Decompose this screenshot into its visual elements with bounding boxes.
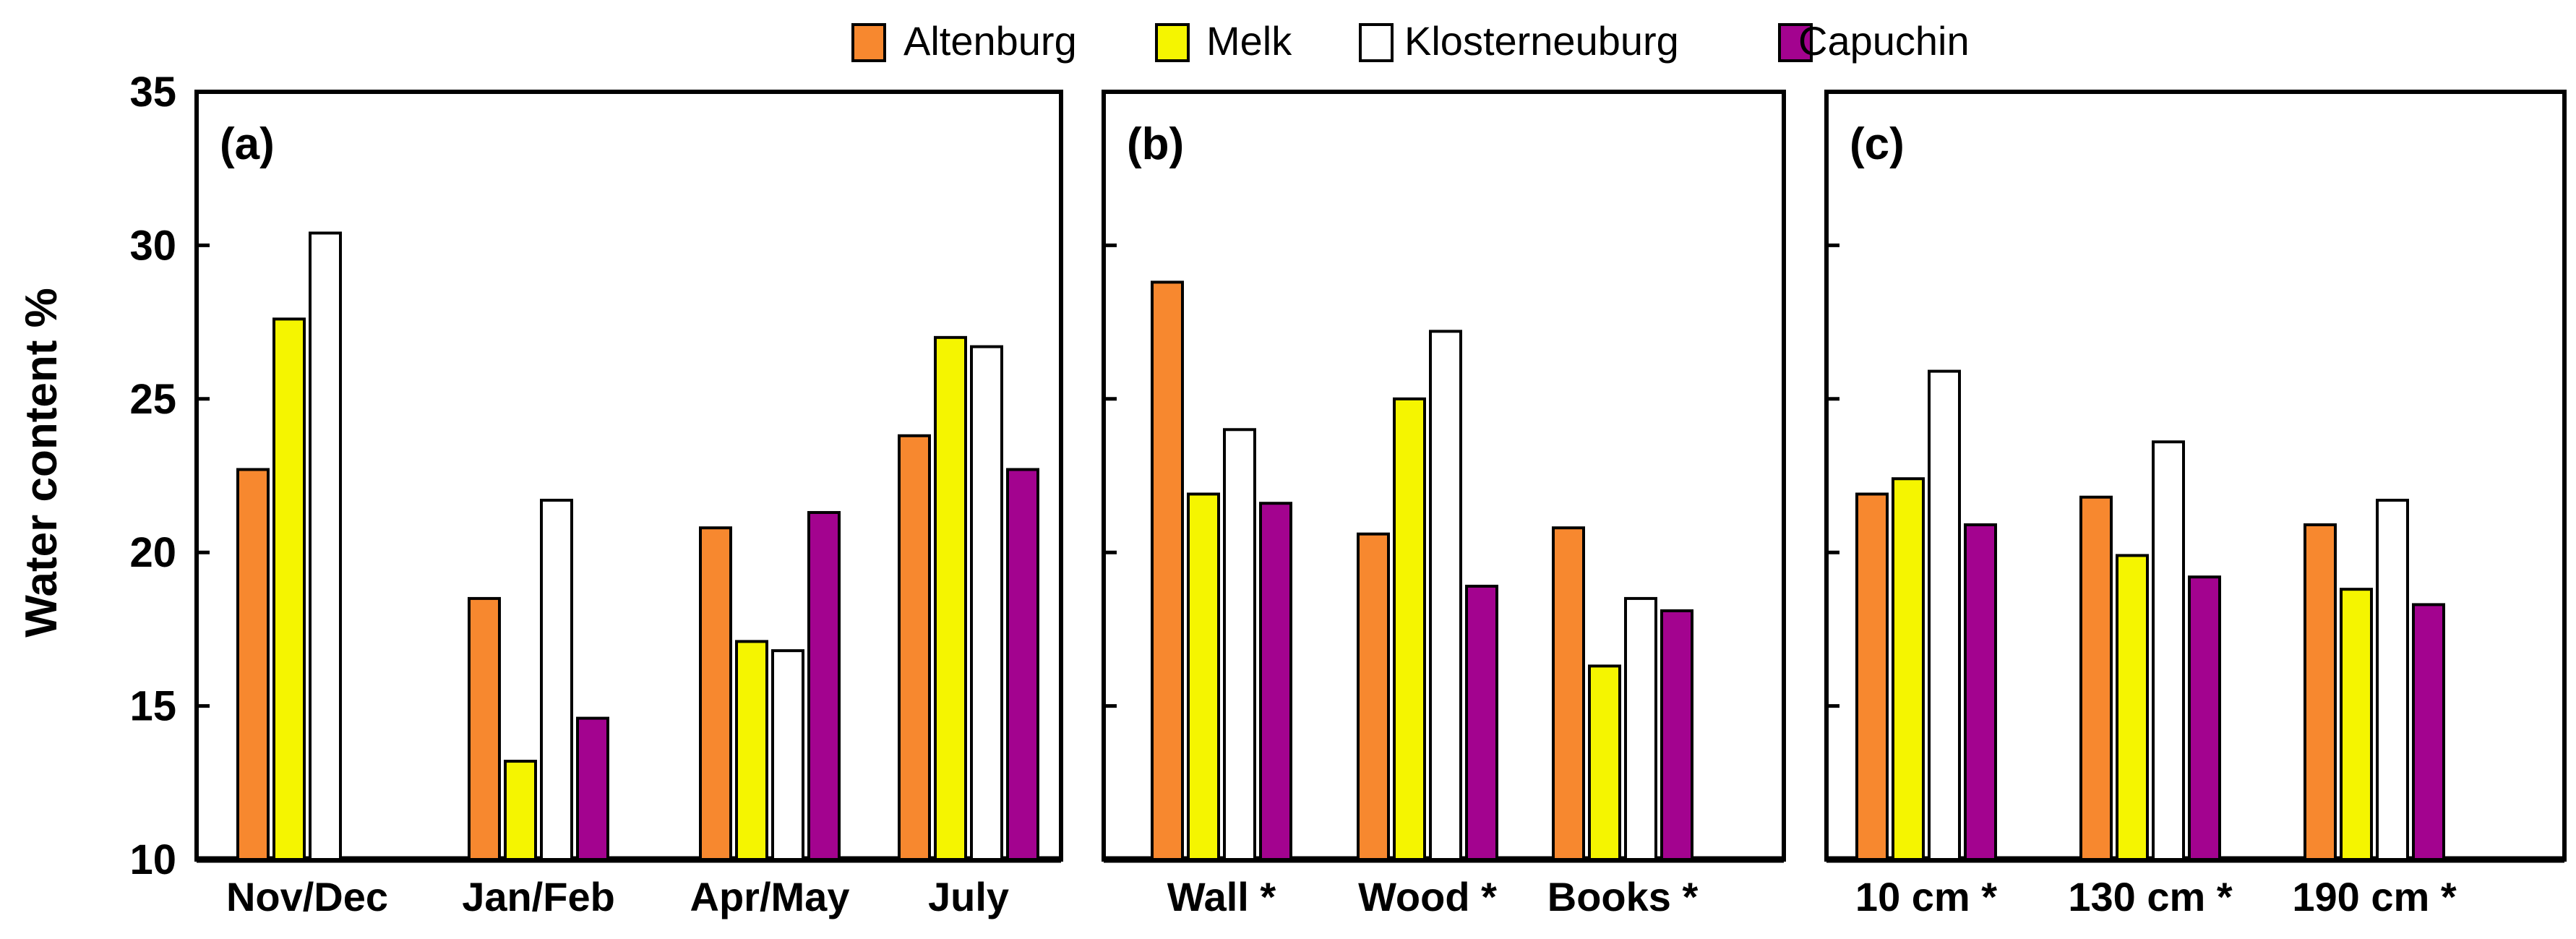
category-label-jan-feb: Jan/Feb (462, 874, 615, 919)
bar-altenburg-wall (1151, 280, 1184, 862)
legend-swatch-melk (1155, 23, 1190, 62)
category-label-apr-may: Apr/May (690, 874, 850, 919)
category-label-july: July (928, 874, 1009, 919)
panels: 10 15 20 25 30 35 (a) Nov/Dec Jan/Feb Apr/May July… (129, 69, 2567, 919)
bar-capuchin-books (1660, 609, 1693, 861)
bar-klosterneuburg-july (970, 345, 1003, 862)
bar-klosterneuburg-wood (1429, 330, 1462, 861)
bar-altenburg-nov-dec (236, 468, 270, 861)
category-label-190-cm: 190 cm * (2292, 874, 2456, 919)
bar-altenburg-wood (1357, 532, 1390, 861)
bar-capuchin-190-cm (2412, 603, 2445, 862)
bar-capuchin-130-cm (2188, 575, 2221, 862)
bar-altenburg-books (1552, 526, 1585, 861)
bar-capuchin-apr-may (807, 510, 841, 861)
bar-klosterneuburg-wall (1223, 428, 1256, 861)
bar-altenburg-130-cm (2079, 495, 2113, 862)
bar-altenburg-july (898, 434, 931, 861)
category-label-books: Books * (1547, 874, 1699, 919)
legend-swatch-capuchin (1778, 23, 1813, 62)
bar-melk-130-cm (2116, 554, 2149, 861)
category-label-nov-dec: Nov/Dec (226, 874, 388, 919)
bar-melk-190-cm (2340, 588, 2373, 862)
legend: Altenburg Melk Klosterneuburg Capuchin (851, 18, 1970, 64)
bar-klosterneuburg-books (1624, 596, 1657, 861)
legend-swatch-altenburg (851, 23, 886, 62)
bar-klosterneuburg-jan-feb (540, 498, 573, 861)
bar-klosterneuburg-10-cm (1928, 369, 1961, 861)
bar-klosterneuburg-apr-may (771, 649, 804, 861)
legend-label-melk: Melk (1206, 18, 1292, 64)
bar-altenburg-10-cm (1855, 492, 1889, 861)
y-tick-label: 20 (129, 529, 176, 576)
bar-melk-10-cm (1892, 477, 1925, 861)
bar-capuchin-wall (1259, 502, 1292, 861)
bar-capuchin-july (1006, 468, 1039, 861)
y-tick-label: 25 (129, 376, 176, 423)
bar-melk-wall (1187, 492, 1220, 861)
legend-swatch-klosterneuburg (1359, 23, 1394, 62)
legend-label-klosterneuburg: Klosterneuburg (1404, 18, 1679, 64)
bar-klosterneuburg-130-cm (2152, 440, 2185, 861)
y-axis-title: Water content % (17, 288, 66, 637)
bar-melk-july (934, 335, 967, 861)
y-tick-label: 35 (129, 69, 176, 116)
bar-melk-nov-dec (272, 317, 306, 861)
category-label-wall: Wall * (1167, 874, 1276, 919)
bar-melk-apr-may (735, 640, 768, 862)
panel-1: (b) Wall * Wood * Books * (1102, 90, 1786, 919)
panel-label: (b) (1127, 119, 1184, 169)
bar-melk-books (1588, 664, 1621, 861)
legend-label-capuchin: Capuchin (1798, 18, 1970, 64)
legend-label-altenburg: Altenburg (903, 18, 1077, 64)
bar-capuchin-10-cm (1964, 523, 1997, 862)
bar-capuchin-jan-feb (576, 716, 609, 861)
category-label-wood: Wood * (1358, 874, 1497, 919)
category-label-10-cm: 10 cm * (1855, 874, 1997, 919)
panel-label: (a) (220, 119, 275, 169)
bar-altenburg-apr-may (699, 526, 732, 861)
panel-0: 10 15 20 25 30 35 (a) Nov/Dec Jan/Feb Apr/May July (129, 69, 1063, 919)
bar-melk-wood (1393, 397, 1426, 861)
category-label-130-cm: 130 cm * (2068, 874, 2232, 919)
bar-melk-jan-feb (504, 760, 537, 861)
bar-altenburg-jan-feb (468, 596, 501, 861)
bar-klosterneuburg-nov-dec (309, 231, 342, 861)
panel-2: (c) 10 cm * 130 cm * 190 cm * (1824, 90, 2567, 919)
y-tick-label: 15 (129, 683, 176, 730)
y-tick-label: 10 (129, 836, 176, 883)
bar-capuchin-wood (1465, 584, 1498, 861)
y-tick-label: 30 (129, 222, 176, 269)
panel-label: (c) (1850, 119, 1905, 169)
bar-altenburg-190-cm (2304, 523, 2337, 862)
bar-klosterneuburg-190-cm (2376, 498, 2409, 861)
